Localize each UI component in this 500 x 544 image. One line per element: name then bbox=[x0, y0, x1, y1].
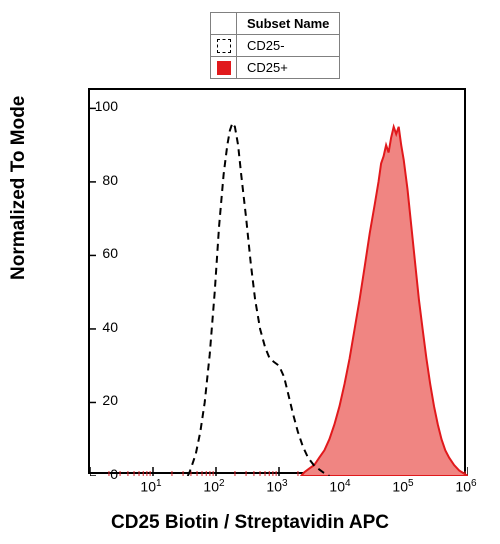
y-axis-label: Normalized To Mode bbox=[8, 96, 30, 280]
legend-label-cd25neg: CD25- bbox=[237, 35, 295, 56]
x-tick-label: 103 bbox=[266, 478, 287, 495]
legend-swatch-cd25pos bbox=[211, 57, 237, 78]
swatch-filled-icon bbox=[217, 61, 231, 75]
chart-svg bbox=[90, 90, 468, 476]
x-tick-label: 101 bbox=[140, 478, 161, 495]
legend-row-cd25pos: CD25+ bbox=[211, 57, 339, 78]
legend-swatch-header bbox=[211, 13, 237, 34]
legend-swatch-cd25neg bbox=[211, 35, 237, 56]
swatch-open-dashed-icon bbox=[217, 39, 231, 53]
series-cd25neg bbox=[188, 123, 330, 476]
x-axis-label: CD25 Biotin / Streptavidin APC bbox=[0, 512, 500, 534]
legend-row-cd25neg: CD25- bbox=[211, 35, 339, 57]
legend-label-cd25pos: CD25+ bbox=[237, 57, 298, 78]
x-tick-label: 105 bbox=[392, 478, 413, 495]
legend-header-row: Subset Name bbox=[211, 13, 339, 35]
x-tick-label: 102 bbox=[203, 478, 224, 495]
x-tick-label: 104 bbox=[329, 478, 350, 495]
series-cd25pos bbox=[301, 127, 468, 476]
x-tick-label: 106 bbox=[455, 478, 476, 495]
legend-header-label: Subset Name bbox=[237, 13, 339, 34]
legend: Subset Name CD25- CD25+ bbox=[210, 12, 340, 79]
flow-cytometry-histogram: Subset Name CD25- CD25+ Normalized To Mo… bbox=[0, 0, 500, 544]
plot-area bbox=[88, 88, 466, 474]
